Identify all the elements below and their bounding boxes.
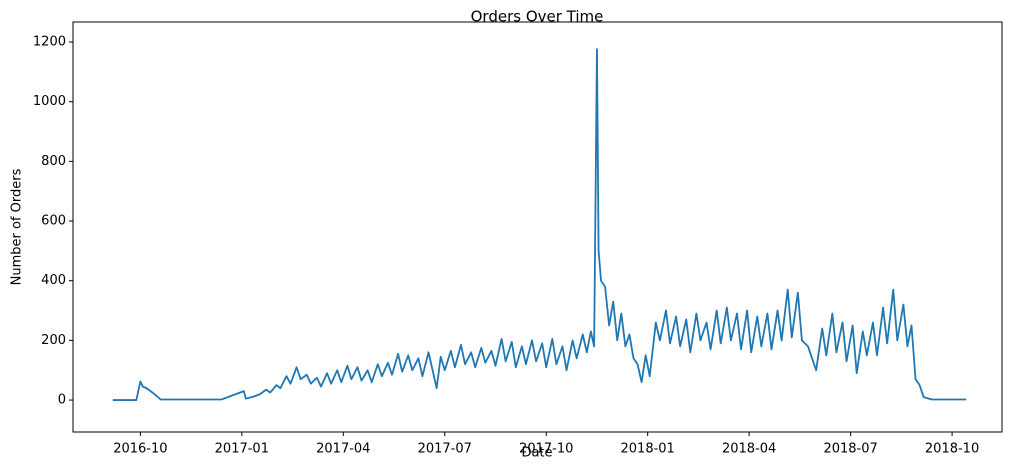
y-tick-label: 1000	[33, 94, 66, 109]
y-tick-label: 200	[41, 333, 66, 348]
y-tick-label: 600	[41, 214, 66, 229]
y-tick-label: 1200	[33, 34, 66, 49]
x-tick-label: 2017-07	[418, 442, 472, 457]
y-axis-label: Number of Orders	[10, 168, 25, 285]
x-tick-label: 2016-10	[113, 442, 167, 457]
chart-title: Orders Over Time	[471, 8, 604, 26]
x-tick-label: 2017-01	[215, 442, 269, 457]
x-tick-label: 2018-01	[621, 442, 675, 457]
x-tick-label: 2018-10	[925, 442, 979, 457]
y-tick-label: 800	[41, 154, 66, 169]
plot-frame	[72, 21, 1003, 433]
x-tick-label: 2018-04	[722, 442, 776, 457]
x-tick-label: 2017-10	[519, 442, 573, 457]
y-tick-label: 400	[41, 273, 66, 288]
x-tick-label: 2018-07	[823, 442, 877, 457]
y-tick-label: 0	[58, 393, 66, 408]
x-tick-label: 2017-04	[316, 442, 370, 457]
data-line	[112, 48, 967, 401]
x-axis-label: Date	[521, 446, 552, 461]
